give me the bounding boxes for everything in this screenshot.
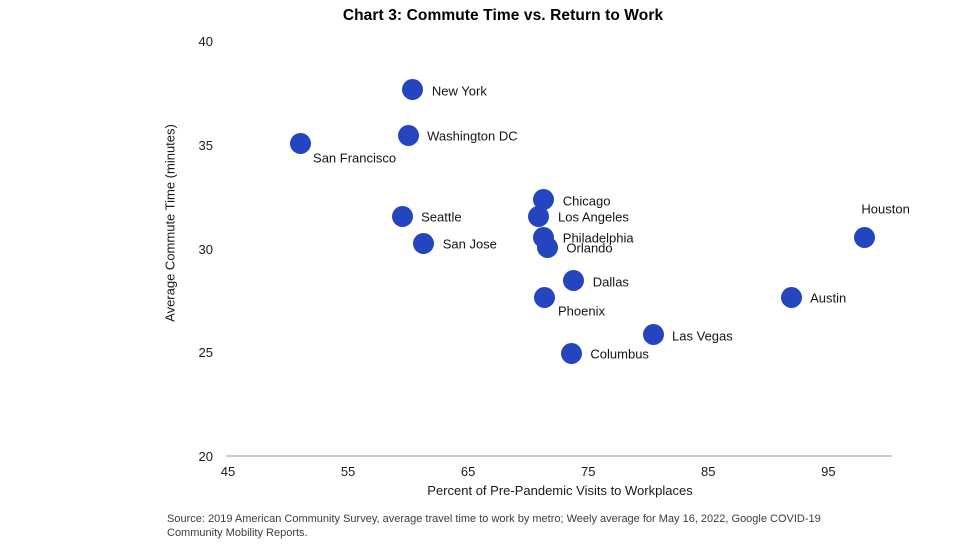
city-label-san-jose: San Jose	[442, 236, 497, 252]
data-point-seattle	[391, 205, 413, 227]
city-label-los-angeles: Los Angeles	[557, 209, 629, 225]
x-tick-label-95: 95	[821, 464, 836, 479]
city-label-seattle: Seattle	[421, 209, 462, 225]
x-axis-line	[226, 455, 892, 457]
y-axis-title-text: Average Commute Time (minutes)	[162, 124, 178, 322]
data-point-los-angeles	[528, 205, 550, 227]
y-tick-label-25: 25	[198, 345, 213, 361]
y-tick-label-20: 20	[198, 449, 213, 464]
data-point-las-vegas	[642, 324, 664, 346]
city-label-philadelphia: Philadelphia	[562, 230, 634, 246]
x-tick-label-75: 75	[580, 464, 596, 479]
data-point-orlando	[536, 236, 558, 258]
city-label-san-francisco: San Francisco	[313, 150, 397, 166]
data-point-austin	[780, 286, 802, 308]
city-label-dallas: Dallas	[592, 274, 629, 290]
city-label-orlando: Orlando	[566, 240, 613, 256]
data-point-columbus	[560, 342, 582, 364]
y-tick-label-40: 40	[198, 34, 213, 49]
x-tick-label-85: 85	[701, 464, 716, 479]
data-point-washington-dc	[397, 124, 419, 146]
data-point-phoenix	[534, 286, 556, 308]
data-point-chicago	[533, 189, 555, 211]
city-label-chicago: Chicago	[562, 193, 611, 209]
data-point-san-jose	[413, 232, 435, 254]
x-axis-title: Percent of Pre-Pandemic Visits to Workpl…	[427, 483, 693, 498]
data-point-houston	[853, 226, 875, 248]
x-tick-label-55: 55	[340, 464, 356, 479]
city-label-phoenix: Phoenix	[557, 303, 605, 319]
city-label-las-vegas: Las Vegas	[672, 328, 733, 344]
city-label-houston: Houston	[861, 201, 910, 217]
chart-title: Chart 3: Commute Time vs. Return to Work	[342, 7, 664, 24]
city-label-columbus: Columbus	[590, 346, 649, 362]
source-note: Source: 2019 American Community Survey, …	[167, 513, 821, 539]
data-point-new-york	[402, 79, 424, 101]
y-tick-label-35: 35	[198, 137, 213, 153]
city-label-austin: Austin	[810, 290, 847, 306]
data-point-san-francisco	[289, 133, 311, 155]
city-label-washington-dc: Washington DC	[427, 128, 518, 144]
y-tick-label-30: 30	[198, 241, 213, 257]
city-label-new-york: New York	[431, 83, 487, 99]
data-point-dallas	[563, 270, 585, 292]
x-tick-label-45: 45	[220, 464, 236, 479]
x-tick-label-65: 65	[460, 464, 476, 479]
